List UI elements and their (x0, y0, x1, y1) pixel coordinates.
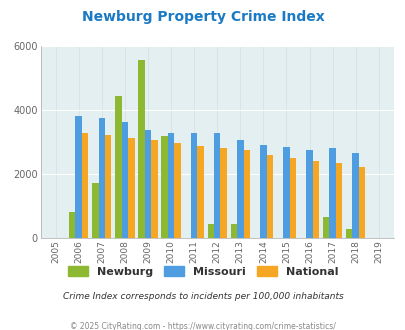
Bar (358, 167, 364, 238)
Bar (220, 148, 226, 238)
Bar (161, 136, 167, 238)
Bar (289, 158, 295, 238)
Bar (345, 229, 352, 238)
Bar (352, 153, 358, 238)
Bar (260, 145, 266, 238)
Bar (115, 96, 122, 238)
Text: Newburg Property Crime Index: Newburg Property Crime Index (81, 10, 324, 24)
Text: Crime Index corresponds to incidents per 100,000 inhabitants: Crime Index corresponds to incidents per… (62, 292, 343, 301)
Bar (92, 183, 98, 238)
Legend: Newburg, Missouri, National: Newburg, Missouri, National (63, 261, 342, 281)
Bar (312, 161, 318, 238)
Bar (322, 217, 328, 238)
Bar (75, 116, 82, 238)
Text: © 2025 CityRating.com - https://www.cityrating.com/crime-statistics/: © 2025 CityRating.com - https://www.city… (70, 322, 335, 330)
Bar (266, 155, 273, 238)
Bar (151, 140, 157, 238)
Bar (283, 147, 289, 238)
Bar (174, 143, 180, 238)
Bar (69, 212, 75, 238)
Bar (237, 140, 243, 238)
Bar (190, 133, 197, 238)
Bar (105, 135, 111, 238)
Bar (82, 133, 88, 238)
Bar (207, 224, 213, 238)
Bar (328, 148, 335, 238)
Bar (128, 138, 134, 238)
Bar (305, 150, 312, 238)
Bar (122, 122, 128, 238)
Bar (213, 133, 220, 238)
Bar (167, 133, 174, 238)
Bar (230, 223, 237, 238)
Bar (335, 163, 341, 238)
Bar (138, 60, 144, 238)
Bar (98, 118, 105, 238)
Bar (243, 150, 249, 238)
Bar (197, 146, 203, 238)
Bar (144, 130, 151, 238)
